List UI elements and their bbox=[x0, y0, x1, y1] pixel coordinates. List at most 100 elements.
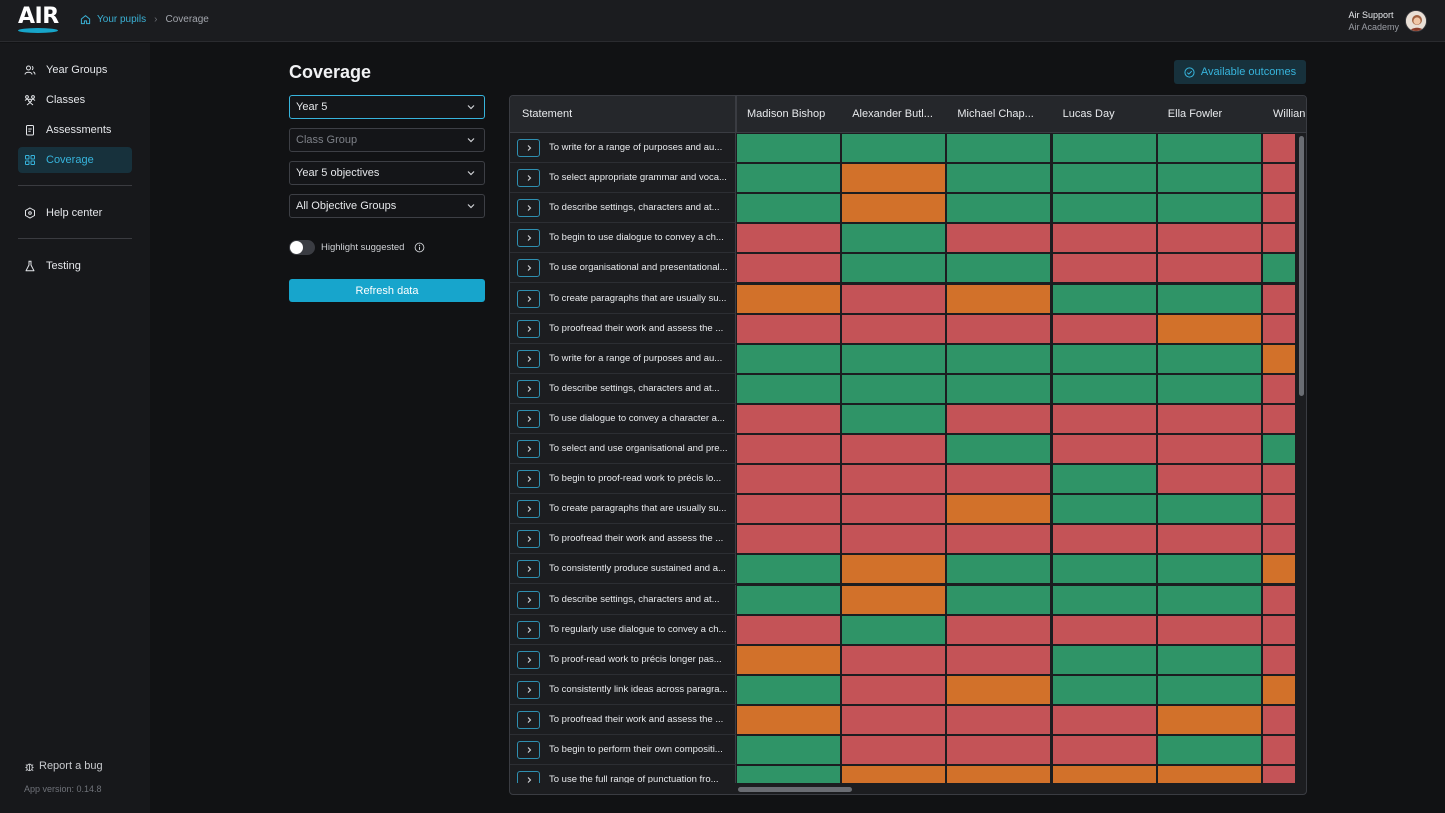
coverage-cell[interactable] bbox=[1052, 164, 1156, 193]
coverage-cell[interactable] bbox=[1052, 465, 1156, 494]
objective-groups-select[interactable]: All Objective Groups bbox=[289, 194, 485, 218]
coverage-cell[interactable] bbox=[737, 224, 840, 253]
coverage-cell[interactable] bbox=[842, 495, 946, 524]
coverage-cell[interactable] bbox=[947, 525, 1051, 554]
expand-row-button[interactable] bbox=[517, 379, 540, 398]
coverage-cell[interactable] bbox=[947, 314, 1051, 343]
coverage-cell[interactable] bbox=[842, 284, 946, 313]
pupil-column-header[interactable]: Alexander Butl... bbox=[852, 108, 933, 120]
coverage-cell[interactable] bbox=[1263, 705, 1295, 734]
coverage-cell[interactable] bbox=[1052, 766, 1156, 783]
coverage-cell[interactable] bbox=[842, 164, 946, 193]
coverage-cell[interactable] bbox=[1157, 555, 1261, 584]
coverage-cell[interactable] bbox=[1157, 705, 1261, 734]
coverage-cell[interactable] bbox=[737, 134, 840, 162]
coverage-cell[interactable] bbox=[947, 495, 1051, 524]
coverage-cell[interactable] bbox=[1157, 134, 1261, 162]
coverage-cell[interactable] bbox=[842, 705, 946, 734]
coverage-cell[interactable] bbox=[1263, 525, 1295, 554]
sidebar-item-classes[interactable]: Classes bbox=[18, 87, 132, 113]
coverage-cell[interactable] bbox=[737, 314, 840, 343]
coverage-cell[interactable] bbox=[737, 164, 840, 193]
coverage-cell[interactable] bbox=[1263, 374, 1295, 403]
coverage-cell[interactable] bbox=[1052, 495, 1156, 524]
expand-row-button[interactable] bbox=[517, 680, 540, 699]
coverage-cell[interactable] bbox=[842, 435, 946, 463]
expand-row-button[interactable] bbox=[517, 199, 540, 218]
coverage-cell[interactable] bbox=[737, 585, 840, 614]
coverage-cell[interactable] bbox=[737, 495, 840, 524]
class-group-select[interactable]: Class Group bbox=[289, 128, 485, 152]
coverage-cell[interactable] bbox=[842, 254, 946, 283]
coverage-cell[interactable] bbox=[1157, 766, 1261, 783]
coverage-cell[interactable] bbox=[737, 284, 840, 313]
statement-column-header[interactable]: Statement bbox=[522, 108, 573, 120]
coverage-cell[interactable] bbox=[1263, 465, 1295, 494]
coverage-cell[interactable] bbox=[1052, 374, 1156, 403]
coverage-cell[interactable] bbox=[947, 675, 1051, 704]
coverage-cell[interactable] bbox=[1157, 404, 1261, 433]
coverage-cell[interactable] bbox=[1157, 344, 1261, 373]
coverage-cell[interactable] bbox=[1157, 615, 1261, 644]
coverage-cell[interactable] bbox=[1157, 374, 1261, 403]
coverage-cell[interactable] bbox=[842, 525, 946, 554]
coverage-cell[interactable] bbox=[947, 766, 1051, 783]
coverage-cell[interactable] bbox=[947, 164, 1051, 193]
coverage-cell[interactable] bbox=[737, 736, 840, 764]
coverage-cell[interactable] bbox=[1052, 344, 1156, 373]
coverage-cell[interactable] bbox=[1052, 254, 1156, 283]
coverage-cell[interactable] bbox=[1052, 585, 1156, 614]
year-group-select[interactable]: Year 5 bbox=[289, 95, 485, 119]
coverage-cell[interactable] bbox=[1263, 555, 1295, 584]
coverage-cell[interactable] bbox=[1263, 314, 1295, 343]
coverage-cell[interactable] bbox=[1157, 254, 1261, 283]
coverage-cell[interactable] bbox=[1263, 344, 1295, 373]
coverage-cell[interactable] bbox=[1052, 615, 1156, 644]
coverage-cell[interactable] bbox=[842, 555, 946, 584]
coverage-cell[interactable] bbox=[947, 194, 1051, 223]
coverage-cell[interactable] bbox=[737, 194, 840, 223]
coverage-cell[interactable] bbox=[1263, 766, 1295, 783]
sidebar-item-year-groups[interactable]: Year Groups bbox=[18, 57, 132, 83]
coverage-cell[interactable] bbox=[947, 555, 1051, 584]
coverage-cell[interactable] bbox=[1052, 555, 1156, 584]
coverage-cell[interactable] bbox=[842, 615, 946, 644]
pupil-column-header[interactable]: Willian bbox=[1273, 108, 1306, 120]
coverage-cell[interactable] bbox=[1263, 585, 1295, 614]
coverage-cell[interactable] bbox=[842, 465, 946, 494]
pupil-column-header[interactable]: Michael Chap... bbox=[957, 108, 1034, 120]
coverage-cell[interactable] bbox=[947, 224, 1051, 253]
coverage-cell[interactable] bbox=[947, 374, 1051, 403]
expand-row-button[interactable] bbox=[517, 771, 540, 783]
available-outcomes-button[interactable]: Available outcomes bbox=[1174, 60, 1306, 84]
sidebar-item-assessments[interactable]: Assessments bbox=[18, 117, 132, 143]
expand-row-button[interactable] bbox=[517, 319, 540, 338]
expand-row-button[interactable] bbox=[517, 169, 540, 188]
coverage-cell[interactable] bbox=[1052, 314, 1156, 343]
coverage-cell[interactable] bbox=[842, 194, 946, 223]
coverage-cell[interactable] bbox=[737, 254, 840, 283]
coverage-cell[interactable] bbox=[1263, 284, 1295, 313]
coverage-cell[interactable] bbox=[1052, 675, 1156, 704]
expand-row-button[interactable] bbox=[517, 440, 540, 458]
coverage-cell[interactable] bbox=[1263, 495, 1295, 524]
coverage-cell[interactable] bbox=[1263, 254, 1295, 283]
coverage-cell[interactable] bbox=[1157, 645, 1261, 674]
coverage-cell[interactable] bbox=[842, 344, 946, 373]
coverage-cell[interactable] bbox=[1157, 675, 1261, 704]
air-logo[interactable]: AIR bbox=[18, 6, 60, 34]
coverage-cell[interactable] bbox=[842, 314, 946, 343]
coverage-cell[interactable] bbox=[1052, 194, 1156, 223]
coverage-cell[interactable] bbox=[1263, 134, 1295, 162]
coverage-cell[interactable] bbox=[842, 224, 946, 253]
coverage-cell[interactable] bbox=[842, 374, 946, 403]
coverage-cell[interactable] bbox=[737, 615, 840, 644]
coverage-cell[interactable] bbox=[737, 465, 840, 494]
coverage-cell[interactable] bbox=[842, 585, 946, 614]
report-bug-link[interactable]: Report a bug bbox=[24, 760, 103, 772]
coverage-cell[interactable] bbox=[1157, 194, 1261, 223]
coverage-cell[interactable] bbox=[1052, 404, 1156, 433]
coverage-cell[interactable] bbox=[1263, 164, 1295, 193]
expand-row-button[interactable] bbox=[517, 470, 540, 489]
coverage-cell[interactable] bbox=[737, 675, 840, 704]
